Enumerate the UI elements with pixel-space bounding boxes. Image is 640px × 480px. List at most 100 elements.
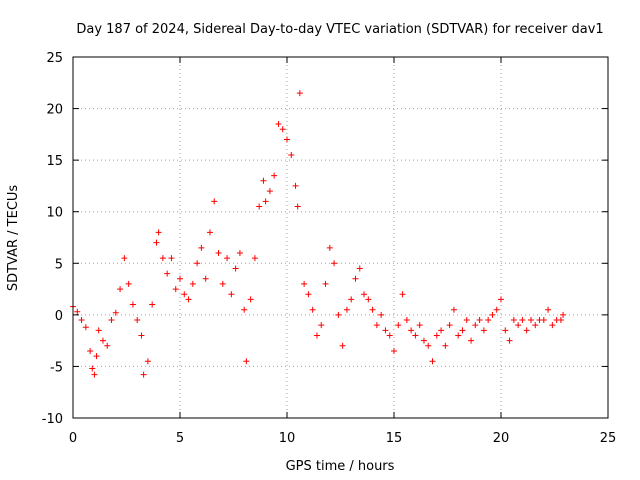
data-point: [168, 255, 175, 262]
data-point: [224, 255, 231, 262]
data-point: [149, 301, 156, 308]
grid-lines: [73, 57, 608, 418]
data-point: [138, 332, 145, 339]
data-point: [219, 280, 226, 287]
data-point: [373, 322, 380, 329]
data-point: [247, 296, 254, 303]
data-point: [540, 317, 547, 324]
data-point: [129, 301, 136, 308]
data-point: [326, 244, 333, 251]
data-point: [395, 322, 402, 329]
data-point: [532, 322, 539, 329]
data-point: [260, 177, 267, 184]
x-axis-label: GPS time / hours: [286, 459, 395, 474]
data-point: [489, 311, 496, 318]
data-point: [243, 358, 250, 365]
data-point: [140, 371, 147, 378]
data-point: [292, 182, 299, 189]
data-point: [459, 327, 466, 334]
data-point: [322, 280, 329, 287]
data-point: [279, 126, 286, 133]
x-tick-label: 25: [600, 431, 617, 446]
data-point: [87, 347, 94, 354]
x-tick-label: 0: [69, 431, 77, 446]
y-tick-label: 0: [55, 309, 63, 324]
data-point: [335, 311, 342, 318]
data-point: [271, 172, 278, 179]
data-point: [391, 347, 397, 354]
data-point: [519, 317, 526, 324]
data-point: [74, 308, 81, 315]
x-tick-label: 5: [176, 431, 184, 446]
data-point: [305, 291, 312, 298]
data-point: [339, 342, 346, 349]
data-point: [108, 317, 115, 324]
data-point: [361, 291, 368, 298]
data-point: [425, 342, 432, 349]
data-point: [104, 342, 111, 349]
data-point: [155, 229, 162, 236]
y-tick-label: 15: [46, 154, 63, 169]
data-point: [369, 306, 376, 313]
y-tick-label: 20: [46, 103, 63, 118]
data-point: [480, 327, 487, 334]
data-point: [99, 337, 106, 344]
data-point: [545, 306, 552, 313]
data-point: [420, 337, 427, 344]
data-point: [549, 322, 556, 329]
data-point: [403, 317, 410, 324]
data-point: [309, 306, 316, 313]
data-point: [442, 342, 449, 349]
data-point: [185, 296, 192, 303]
data-point: [296, 90, 303, 97]
data-point: [288, 151, 295, 158]
data-point: [177, 275, 183, 282]
data-point: [172, 286, 179, 293]
data-point: [331, 260, 338, 267]
data-point: [515, 322, 522, 329]
data-point: [134, 317, 141, 324]
data-point: [343, 306, 350, 313]
y-axis-label: SDTVAR / TECUs: [6, 185, 21, 292]
data-point: [236, 249, 243, 256]
data-point: [251, 255, 258, 262]
data-point: [256, 203, 263, 210]
data-point: [181, 291, 188, 298]
data-point: [153, 239, 160, 246]
data-point: [89, 365, 96, 372]
y-tick-label: 5: [55, 257, 63, 272]
data-point: [446, 322, 453, 329]
data-point: [506, 337, 513, 344]
data-point: [215, 249, 222, 256]
data-point: [463, 317, 470, 324]
data-point: [382, 327, 389, 334]
data-point: [438, 327, 445, 334]
data-point: [365, 296, 372, 303]
data-point: [189, 280, 196, 287]
data-point: [450, 306, 457, 313]
data-point: [266, 188, 273, 195]
data-point: [262, 198, 269, 205]
data-point: [348, 296, 355, 303]
data-point: [493, 306, 500, 313]
data-point: [313, 332, 320, 339]
data-point: [378, 311, 385, 318]
x-tick-label: 15: [386, 431, 403, 446]
data-point: [523, 327, 530, 334]
data-point: [206, 229, 213, 236]
x-tick-label: 20: [493, 431, 510, 446]
data-point: [241, 306, 248, 313]
data-points: [70, 90, 567, 378]
y-tick-label: -5: [50, 360, 63, 375]
y-tick-label: -10: [42, 412, 63, 427]
data-point: [433, 332, 440, 339]
data-point: [121, 255, 128, 262]
axis-ticks: 0 5 10 15 20 25 -10 -5 0 5 10 15 20 25: [42, 51, 617, 446]
data-point: [476, 317, 483, 324]
data-point: [386, 332, 393, 339]
data-point: [125, 280, 132, 287]
data-point: [95, 327, 102, 334]
data-point: [356, 265, 363, 272]
chart-title: Day 187 of 2024, Sidereal Day-to-day VTE…: [76, 22, 603, 37]
